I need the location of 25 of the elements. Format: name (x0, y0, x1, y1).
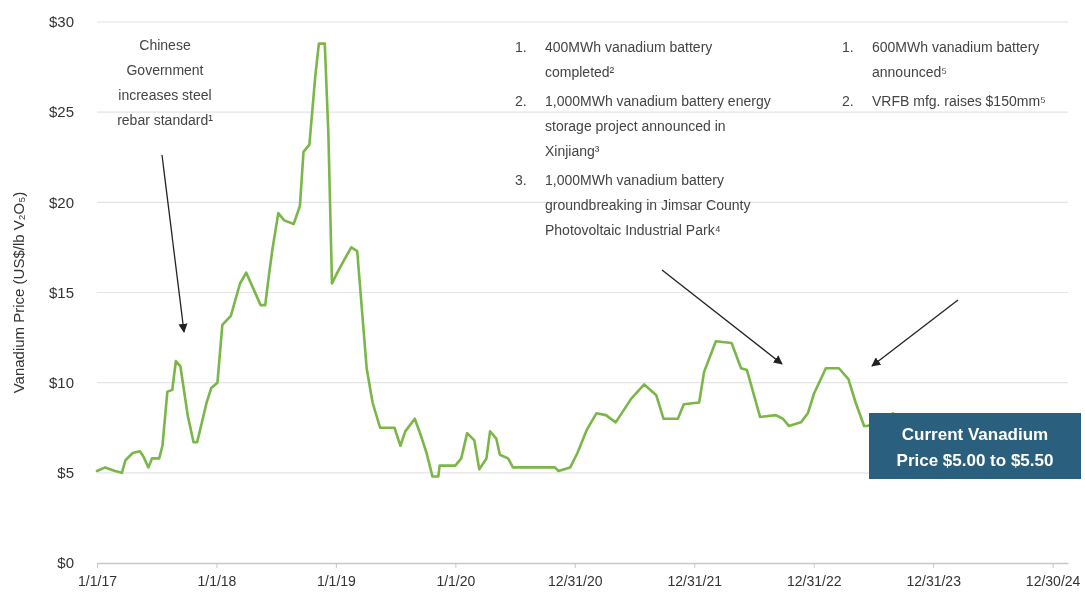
annotation: Current Vanadium Price $5.00 to $5.50 (896, 425, 1054, 470)
annotation: Chinese Government increases steel rebar standard¹ (117, 37, 214, 128)
text: 2. 1,000MWh vanadium battery energy storage project announced in Xinjiang³ (515, 93, 771, 159)
x-tick-label: 12/31/20 (548, 573, 603, 590)
x-tick-label: 1/1/20 (436, 573, 476, 590)
y-tick-label: $5 (57, 464, 74, 482)
x-tick-label: 12/31/23 (906, 573, 962, 590)
text: 1. 400MWh vanadium battery completed² (515, 39, 713, 80)
y-tick-label: $0 (57, 554, 74, 572)
text: 2. VRFB mfg. raises $150mm⁵ (842, 93, 1046, 109)
text: 1. 600MWh vanadium battery announced⁵ (842, 39, 1040, 80)
x-tick-label: 12/31/21 (667, 573, 723, 590)
y-tick-label: $25 (48, 103, 74, 121)
y-tick-label: $20 (48, 193, 74, 211)
y-axis-title: Vanadium Price (US$/lb V₂O₅) (10, 191, 27, 394)
x-tick-label: 1/1/18 (197, 573, 237, 590)
y-tick-label: $10 (48, 373, 74, 391)
text: 3. 1,000MWh vanadium battery groundbreaking in Jimsar County Photovoltaic Industrial Park⁴ (515, 172, 751, 238)
x-tick-label: 12/31/22 (786, 573, 842, 590)
y-tick-label: $30 (48, 13, 74, 31)
x-tick-label: 1/1/19 (316, 573, 357, 590)
y-tick-label: $15 (48, 283, 74, 301)
x-tick-label: 1/1/17 (78, 573, 118, 590)
callout-box: Current Vanadium Price $5.00 to $5.50 (869, 413, 1081, 479)
x-tick-label: 12/30/24 (1025, 573, 1081, 590)
